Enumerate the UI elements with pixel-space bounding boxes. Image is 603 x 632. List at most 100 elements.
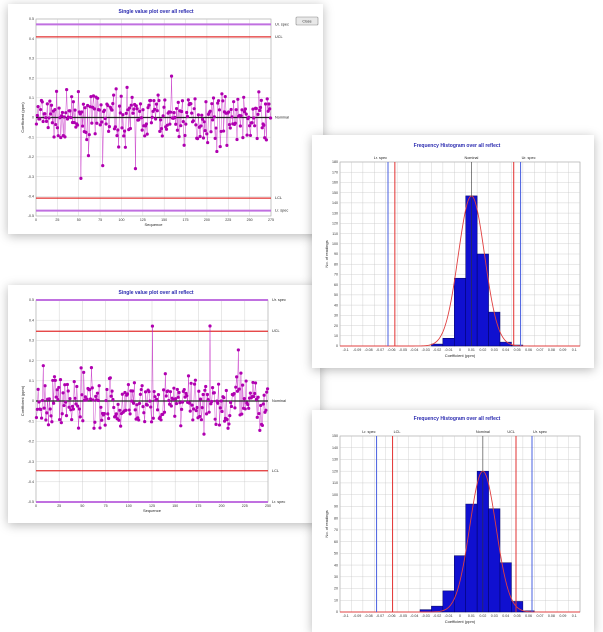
data-point [117,145,121,149]
plot-area: 0.50.40.30.20.10-0.1-0.2-0.3-0.4-0.50 25 5… [20,298,286,513]
data-point [246,402,250,407]
data-point [228,414,232,418]
data-point [162,105,166,109]
data-point [187,401,191,405]
data-point [103,116,107,121]
data-point [193,378,197,382]
x-tick-label: 0.1 [572,614,577,618]
data-point [234,108,238,112]
data-point [44,116,48,120]
data-point [176,100,180,104]
y-tick-label: 70 [334,528,338,532]
data-point [134,104,138,108]
y-tick-label: 80 [334,262,338,266]
data-point [59,114,64,118]
x-tick-label: 0 [35,218,37,222]
y-tick-label: 140 [332,446,338,450]
data-point [194,409,198,413]
data-point [235,389,240,393]
close-button[interactable]: Close [295,16,319,26]
x-tick-label: 0.09 [559,614,566,618]
data-point [139,116,143,120]
data-point [110,389,114,393]
data-point [124,111,128,115]
single-value-plot-2: Single value plot over all reflect 0.5 0.… [20,290,286,513]
data-point [149,405,153,409]
y-tick-label: -0.1 [28,135,34,139]
lcl-label: LCL [275,196,282,200]
x-axis-label: Coefficient (ppm) [445,353,476,358]
data-point [34,415,39,420]
data-point [173,414,177,418]
data-point [96,96,100,100]
data-point [259,98,263,102]
data-point [77,407,81,411]
x-tick-label: 0.02 [479,614,486,618]
data-point [220,92,224,96]
data-point [91,94,96,98]
data-point [143,134,147,138]
data-point [175,128,180,132]
data-point [179,124,183,128]
normal-curve [340,195,580,347]
x-tick-label: 125 [149,504,155,508]
data-point [208,109,212,113]
x-axis-label: Sequence [144,222,163,227]
data-point [248,391,252,395]
data-point [252,394,256,399]
y-tick-label: 40 [334,303,338,307]
data-point [72,120,76,125]
data-point [233,406,237,410]
y-tick-label: 0.3 [29,57,34,61]
y-tick-label: 0 [32,116,34,120]
data-point [212,391,216,395]
x-tick-label: -0.07 [376,348,384,352]
data-point [182,387,186,392]
data-point [47,397,51,401]
data-point [119,424,123,428]
data-point [92,107,96,111]
data-point [100,418,104,422]
data-point [172,110,176,115]
lcl-label: LCL [272,469,279,473]
data-point [69,408,73,412]
data-point [150,324,155,328]
data-point [55,388,59,392]
data-point [138,392,142,397]
data-point [91,398,95,402]
data-point [119,94,123,98]
data-point [86,154,91,158]
x-tick-label: 0.01 [468,614,475,618]
data-point [45,411,49,415]
data-point [39,407,43,412]
data-point [84,130,88,134]
data-point [101,164,105,168]
data-point [172,386,176,390]
upper-spec-label: Ur. spec [533,430,547,434]
x-tick-label: 0.04 [502,348,509,352]
data-point [162,388,166,392]
data-point [38,117,42,121]
data-point [80,393,84,397]
data-point [191,119,195,123]
data-point [260,126,264,130]
data-point [43,112,47,116]
data-point [155,397,159,401]
data-point [154,102,159,106]
data-point [36,387,40,391]
data-point [75,123,80,127]
data-point [176,395,180,399]
data-point [123,145,127,149]
data-point [133,408,137,412]
data-point [193,97,197,101]
data-point [67,405,71,409]
data-point [53,108,57,112]
x-tick-label: 0.05 [514,348,521,352]
data-point [211,96,216,100]
data-point [261,402,265,406]
data-point [218,406,222,410]
data-point [229,400,233,405]
data-point [192,407,196,411]
data-point [70,404,75,408]
data-point [138,102,143,106]
